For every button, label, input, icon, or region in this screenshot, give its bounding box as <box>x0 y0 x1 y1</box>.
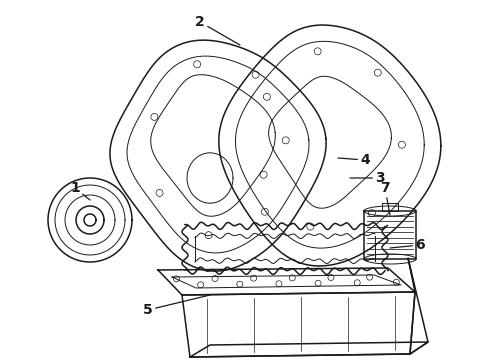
Text: 1: 1 <box>70 181 90 200</box>
Text: 4: 4 <box>338 153 370 167</box>
Text: 2: 2 <box>195 15 240 45</box>
Text: 5: 5 <box>143 295 210 317</box>
Text: 3: 3 <box>350 171 385 185</box>
Text: 7: 7 <box>380 181 390 215</box>
Text: 6: 6 <box>390 238 425 252</box>
